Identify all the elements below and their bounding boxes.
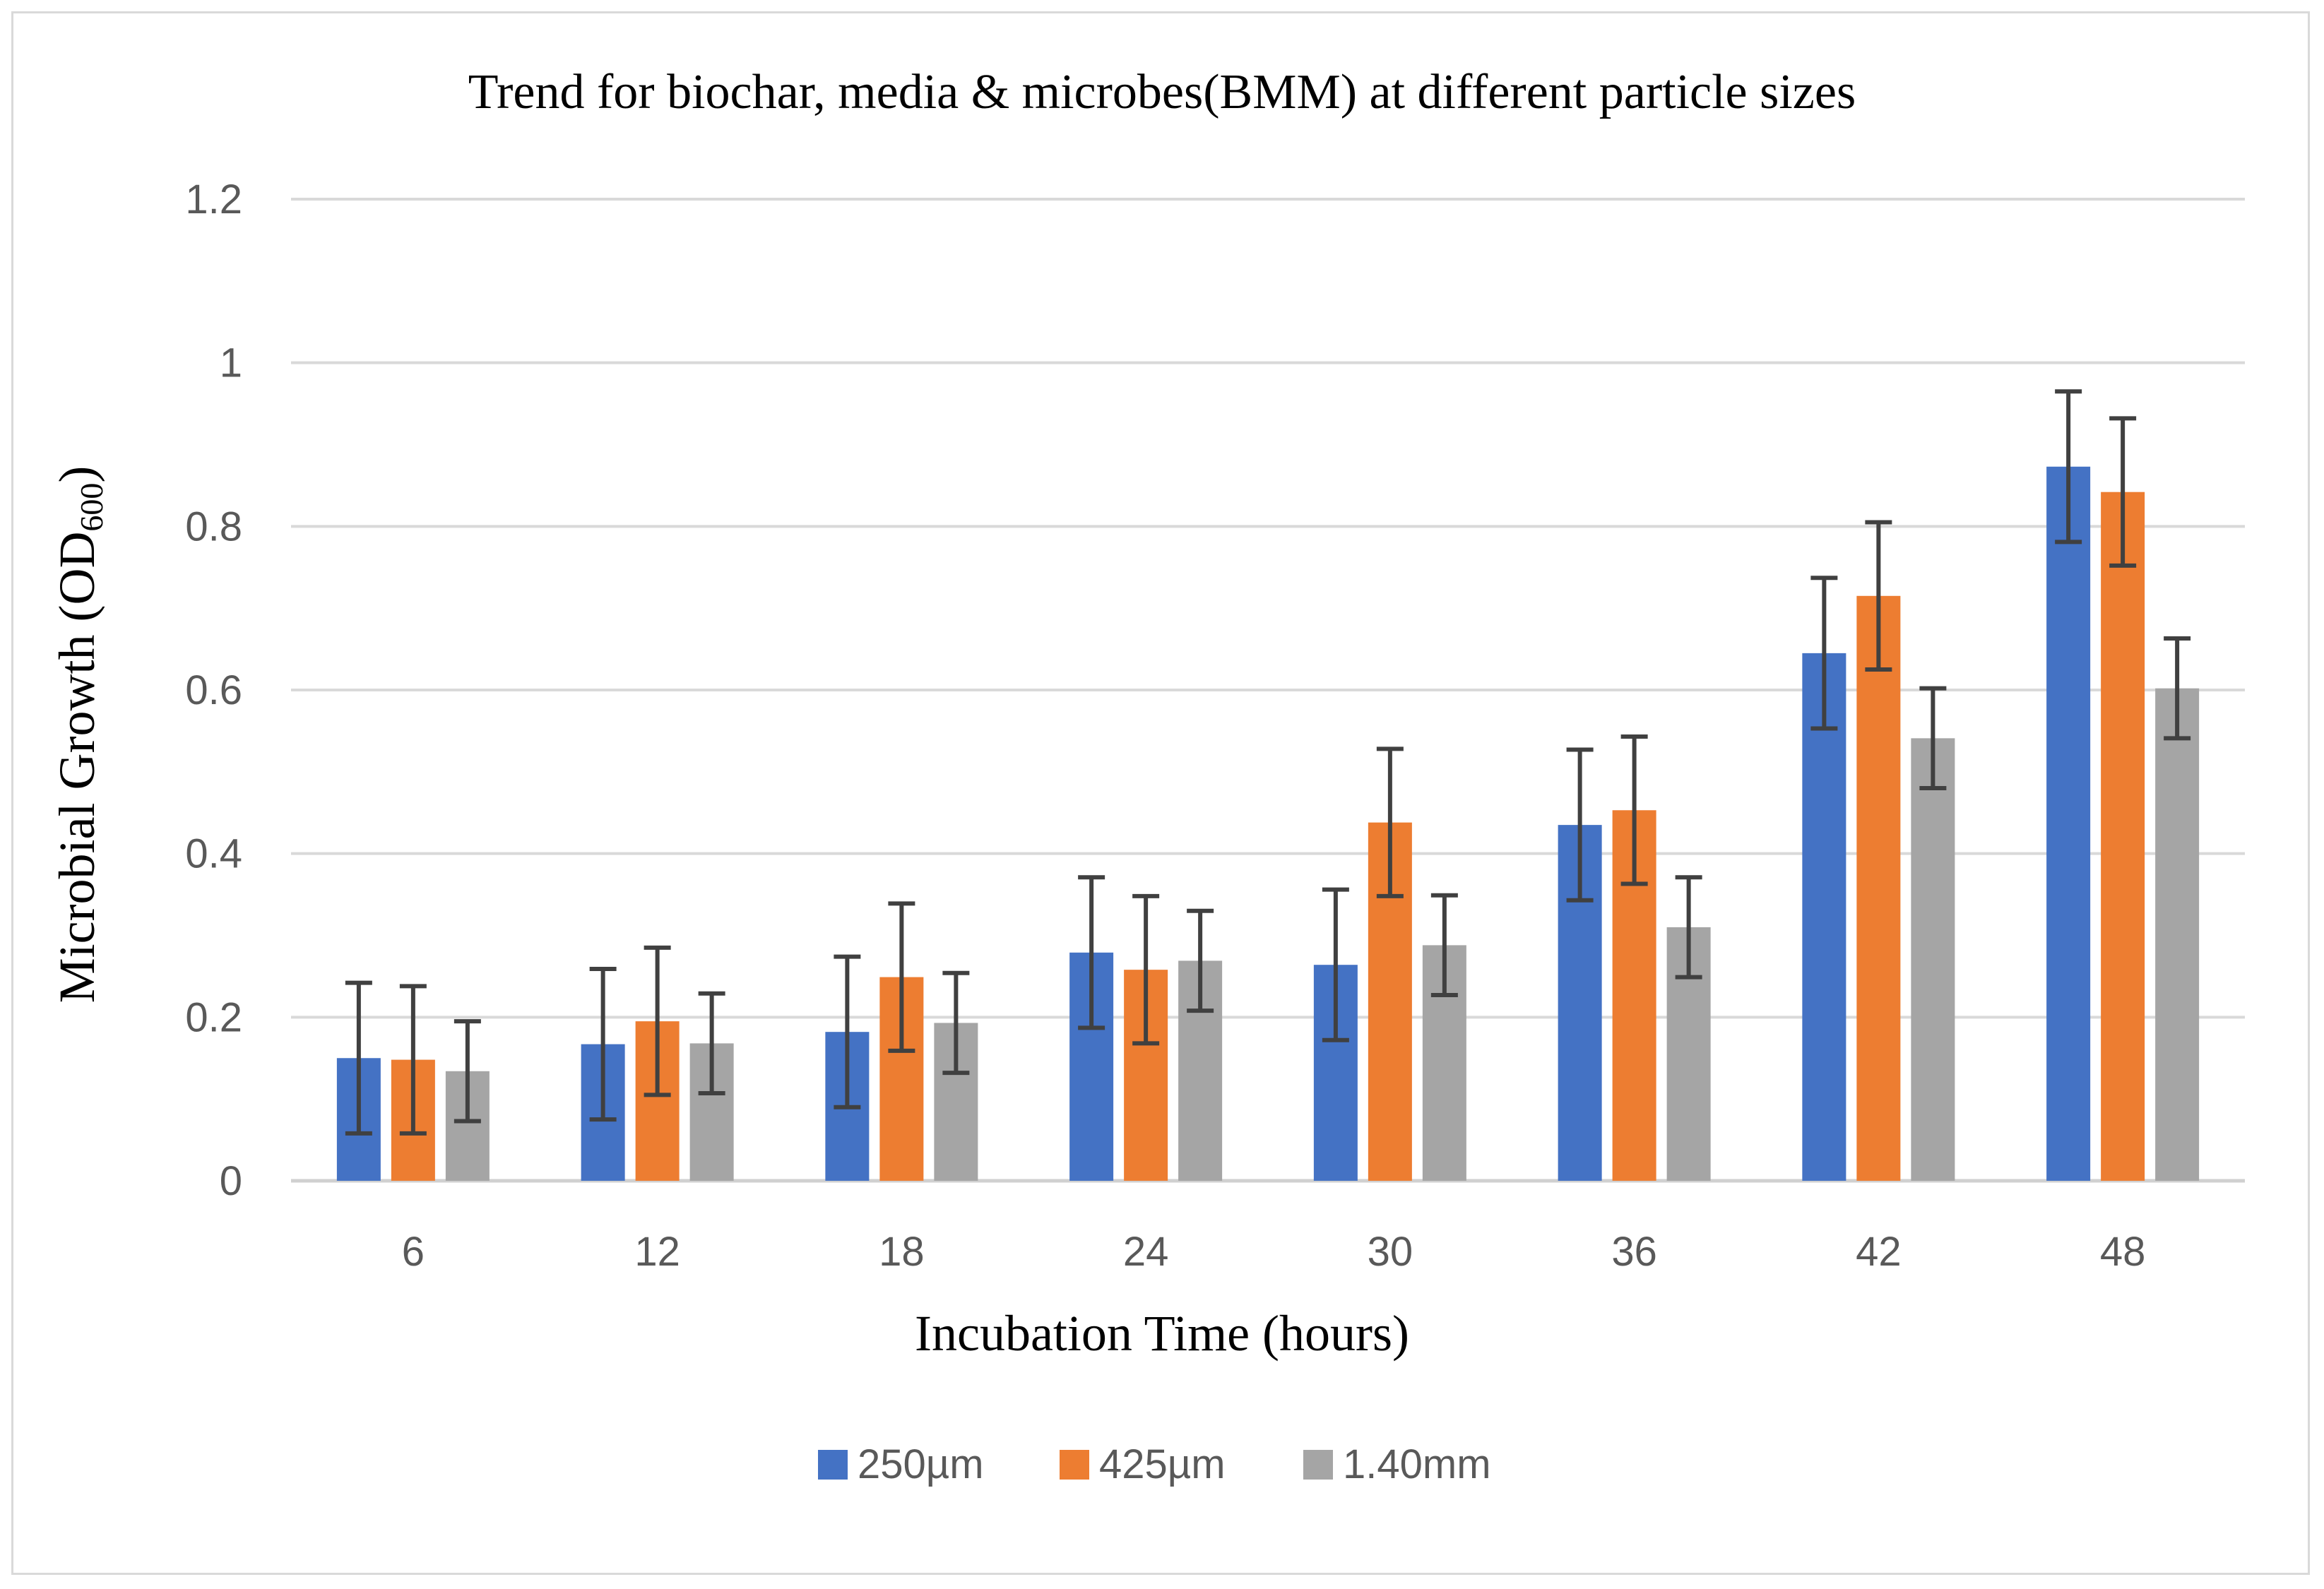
y-axis-label-main: Microbial Growth (OD: [49, 532, 105, 1004]
error-bar: [644, 945, 671, 1097]
y-axis-label-close: ): [49, 466, 105, 483]
error-bar: [1376, 746, 1404, 898]
legend-item: 425µm: [1060, 1441, 1226, 1487]
y-tick-label: 1: [220, 340, 242, 386]
error-bar: [1919, 686, 1947, 790]
error-bar: [1187, 908, 1214, 1013]
error-bar: [888, 901, 915, 1053]
error-bar: [942, 970, 970, 1076]
legend-swatch: [1060, 1450, 1089, 1480]
legend-swatch: [1303, 1450, 1333, 1480]
error-bar: [1566, 747, 1594, 903]
error-bar: [2164, 636, 2191, 741]
x-tick-label: 6: [402, 1229, 425, 1275]
y-tick-label: 0.4: [185, 831, 242, 877]
bar: [1802, 653, 1846, 1181]
y-tick-label: 0: [220, 1158, 242, 1204]
error-bar: [1132, 893, 1160, 1046]
bar: [2101, 492, 2145, 1181]
x-tick-label: 18: [879, 1229, 925, 1275]
bars: [336, 466, 2200, 1181]
x-axis-ticks: 6 12 18 24 30 36 42 48: [402, 1229, 2146, 1275]
legend-item: 250µm: [818, 1441, 984, 1487]
error-bar: [345, 980, 372, 1136]
error-bar: [1078, 875, 1105, 1030]
bar: [1856, 595, 1901, 1181]
x-tick-label: 30: [1368, 1229, 1413, 1275]
chart-title: Trend for biochar, media & microbes(BMM)…: [468, 65, 1856, 119]
y-tick-label: 0.6: [185, 667, 242, 713]
error-bar: [834, 954, 861, 1109]
error-bar: [1322, 887, 1349, 1042]
y-tick-label: 1.2: [185, 177, 242, 222]
y-axis-label-subscript: 600: [73, 483, 109, 532]
bar: [2046, 466, 2091, 1181]
error-bar: [1865, 520, 1892, 672]
y-axis-ticks: 0 0.2 0.4 0.6 0.8 1 1.2: [185, 177, 242, 1204]
error-bar: [453, 1019, 481, 1124]
legend: 250µm 425µm 1.40mm: [818, 1441, 1491, 1487]
bar: [2155, 688, 2200, 1181]
error-bar: [2109, 416, 2137, 568]
error-bar: [1810, 576, 1838, 731]
error-bars: [345, 389, 2191, 1136]
legend-swatch: [818, 1450, 848, 1480]
bar: [1911, 738, 1955, 1181]
error-bar: [2055, 389, 2082, 544]
legend-label: 425µm: [1099, 1441, 1226, 1487]
y-tick-label: 0.2: [185, 994, 242, 1040]
error-bar: [399, 984, 427, 1136]
x-tick-label: 12: [634, 1229, 680, 1275]
x-tick-label: 24: [1123, 1229, 1169, 1275]
error-bar: [698, 991, 725, 1096]
legend-label: 250µm: [858, 1441, 984, 1487]
y-tick-label: 0.8: [185, 504, 242, 549]
legend-label: 1.40mm: [1343, 1441, 1491, 1487]
error-bar: [1620, 734, 1648, 886]
legend-item: 1.40mm: [1303, 1441, 1491, 1487]
x-tick-label: 42: [1856, 1229, 1902, 1275]
error-bar: [589, 966, 617, 1122]
x-tick-label: 36: [1611, 1229, 1657, 1275]
y-axis-label: Microbial Growth (OD600): [49, 466, 109, 1004]
x-axis-label: Incubation Time (hours): [915, 1305, 1409, 1362]
error-bar: [1430, 893, 1458, 998]
x-tick-label: 48: [2100, 1229, 2146, 1275]
error-bar: [1675, 875, 1702, 980]
